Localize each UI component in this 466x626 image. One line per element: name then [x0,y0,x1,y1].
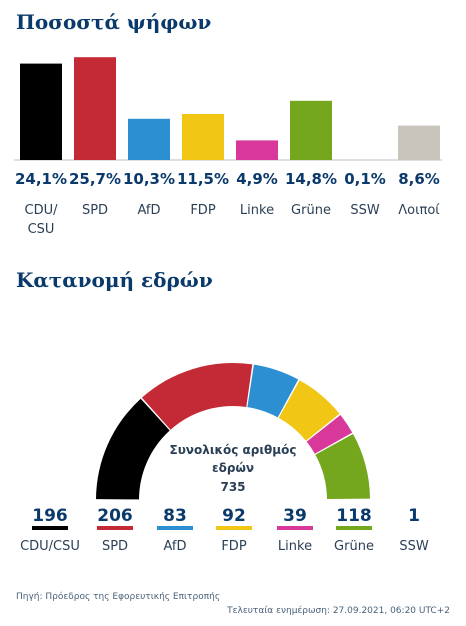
seat-segment-fdp [278,380,340,441]
seat-party-label-spd: SPD [102,539,128,554]
category-label-other: Λοιποί [398,203,440,218]
value-label-linke: 4,9% [236,170,278,188]
value-label-afd: 10,3% [123,170,175,188]
seat-legend-swatch-fdp [216,526,252,530]
bar-afd [128,118,170,160]
category-label-ssw: SSW [350,203,380,218]
bar-spd [74,57,116,161]
seat-count-ssw: 1 [408,506,420,526]
seats-chart-title: Κατανομή εδρών [16,268,213,292]
seat-distribution-chart: Συνολικός αριθμός εδρών 735 196 CDU/CSU 206 SP… [20,362,429,554]
source-note: Πηγή: Πρόεδρος της Εφορευτικής Επιτροπής [16,592,221,602]
value-label-gr-ne: 14,8% [285,170,337,188]
value-label-spd: 25,7% [69,170,121,188]
total-seats-label-line-2: εδρών [212,461,254,475]
seat-party-label-afd: AfD [163,539,186,554]
seat-legend-swatch-cdu-csu [32,526,68,530]
seat-segment-linke [306,414,353,454]
seat-count-cdu-csu: 196 [32,506,68,526]
value-label-other: 8,6% [398,170,440,188]
seat-segment-gr-ne [315,434,370,500]
bar-other [398,125,440,160]
value-label-fdp: 11,5% [177,170,229,188]
seat-party-label-gr-ne: Grüne [334,539,374,554]
seat-count-afd: 83 [163,506,187,526]
total-seats-value: 735 [220,480,245,494]
category-label-linke: Linke [240,203,274,218]
bar-gr-ne [290,100,332,160]
seat-segment-cdu-csu [96,398,170,500]
category-label-afd: AfD [137,203,160,218]
seat-count-gr-ne: 118 [336,506,372,526]
bar-linke [236,140,278,160]
seat-legend-swatch-gr-ne [336,526,372,530]
category-label-cdu-csu-line-2: CSU [28,222,55,237]
seat-segment-afd [247,364,299,418]
seat-count-linke: 39 [283,506,307,526]
seat-party-label-ssw: SSW [399,539,429,554]
votes-chart-title: Ποσοστά ψήφων [16,10,212,34]
value-label-ssw: 0,1% [344,170,386,188]
last-updated-note: Τελευταία ενημέρωση: 27.09.2021, 06:20 U… [227,606,450,616]
seat-party-label-fdp: FDP [221,539,246,554]
value-label-cdu-csu: 24,1% [15,170,67,188]
category-label-fdp: FDP [190,203,215,218]
seat-count-fdp: 92 [222,506,246,526]
seat-legend-swatch-linke [277,526,313,530]
seat-legend-swatch-spd [97,526,133,530]
seat-count-spd: 206 [97,506,133,526]
bar-fdp [182,114,224,160]
seat-party-label-cdu-csu: CDU/CSU [20,539,80,554]
category-label-cdu-csu-line-1: CDU/ [25,203,59,218]
category-label-spd: SPD [82,203,108,218]
seat-legend-swatch-afd [157,526,193,530]
category-label-gr-ne: Grüne [291,203,331,218]
seat-segment-spd [141,362,253,430]
total-seats-label-line-1: Συνολικός αριθμός [170,443,297,457]
seat-party-label-linke: Linke [278,539,312,554]
vote-share-bar-chart: 24,1% CDU/CSU 25,7% SPD 10,3% AfD 11,5% FDP 4,9%… [14,57,442,237]
bar-cdu-csu [20,63,62,160]
